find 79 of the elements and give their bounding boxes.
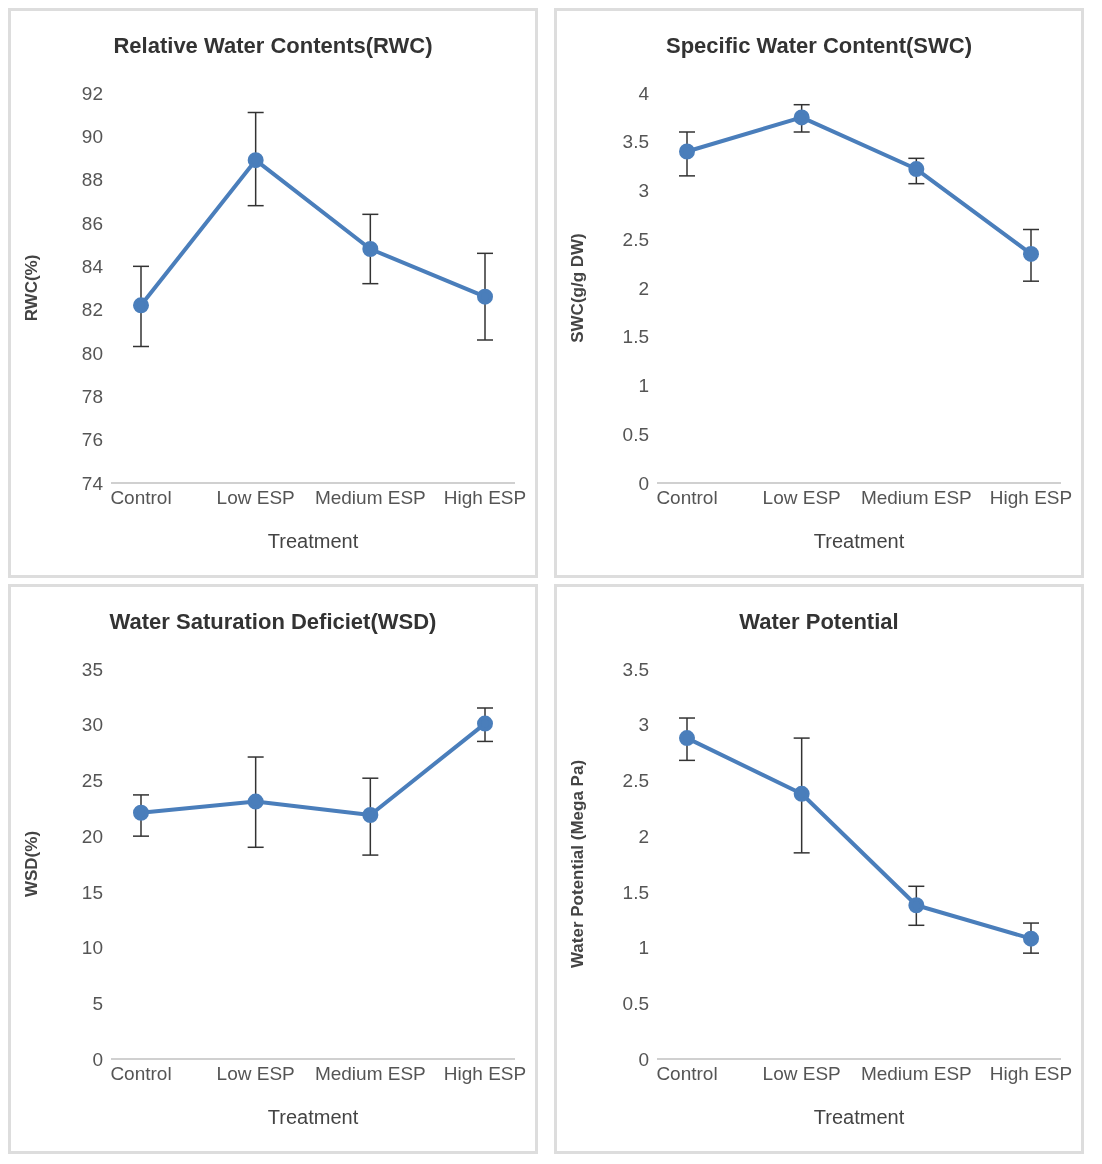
y-axis-title: SWC(g/g DW) bbox=[568, 233, 588, 343]
y-tick-label: 3.5 bbox=[622, 131, 649, 153]
x-axis-title: Treatment bbox=[813, 1106, 905, 1128]
point bbox=[793, 785, 810, 802]
point bbox=[477, 288, 493, 305]
y-tick-label: 25 bbox=[81, 770, 103, 792]
x-tick-label: High ESP bbox=[989, 487, 1073, 509]
point bbox=[362, 806, 379, 823]
point bbox=[793, 109, 810, 126]
y-tick-label: 3 bbox=[638, 180, 649, 202]
y-tick-label: 2.5 bbox=[622, 228, 649, 250]
x-tick-label: Control bbox=[656, 1063, 718, 1085]
y-tick-label: 1.5 bbox=[622, 326, 649, 348]
x-tick-label: Control bbox=[110, 487, 172, 509]
x-tick-label: Medium ESP bbox=[314, 487, 426, 509]
x-axis-title: Treatment bbox=[813, 530, 905, 552]
chart-title: Water Potential bbox=[738, 609, 900, 636]
point bbox=[1023, 245, 1039, 262]
chart-title: Specific Water Content(SWC) bbox=[665, 33, 973, 60]
point bbox=[908, 897, 925, 914]
x-tick-label: Low ESP bbox=[762, 1063, 841, 1085]
y-tick-label: 80 bbox=[81, 342, 103, 364]
y-tick-label: 84 bbox=[81, 256, 104, 278]
x-tick-label: Medium ESP bbox=[860, 1063, 972, 1085]
y-tick-label: 90 bbox=[81, 126, 103, 148]
y-tick-label: 0 bbox=[638, 472, 649, 494]
point bbox=[679, 143, 695, 160]
x-tick-label: Control bbox=[656, 487, 718, 509]
x-tick-label: Low ESP bbox=[216, 1063, 295, 1085]
y-tick-label: 2.5 bbox=[622, 770, 649, 792]
x-axis-title: Treatment bbox=[267, 1106, 359, 1128]
x-tick-label: Low ESP bbox=[762, 487, 841, 509]
y-tick-label: 76 bbox=[81, 429, 103, 451]
y-tick-label: 1.5 bbox=[622, 881, 649, 903]
x-tick-label: High ESP bbox=[443, 1063, 527, 1085]
x-axis-title: Treatment bbox=[267, 530, 359, 552]
x-tick-label: High ESP bbox=[443, 487, 527, 509]
y-tick-label: 2 bbox=[638, 825, 649, 847]
y-axis-title: WSD(%) bbox=[22, 830, 42, 898]
y-tick-label: 0 bbox=[92, 1048, 103, 1070]
y-tick-label: 10 bbox=[81, 937, 103, 959]
y-tick-label: 4 bbox=[638, 82, 650, 104]
y-tick-label: 0 bbox=[638, 1048, 649, 1070]
x-tick-label: Medium ESP bbox=[314, 1063, 426, 1085]
y-tick-label: 74 bbox=[81, 472, 104, 494]
y-tick-label: 3.5 bbox=[622, 658, 649, 680]
point bbox=[908, 161, 925, 178]
y-tick-label: 82 bbox=[81, 299, 103, 321]
y-tick-label: 92 bbox=[81, 82, 103, 104]
point bbox=[133, 804, 149, 821]
y-tick-label: 1 bbox=[638, 937, 649, 959]
point bbox=[679, 730, 695, 747]
point bbox=[477, 715, 493, 732]
chart-title: Water Saturation Deficiet(WSD) bbox=[108, 609, 438, 636]
y-tick-label: 0.5 bbox=[622, 423, 649, 445]
x-tick-label: Control bbox=[110, 1063, 172, 1085]
point bbox=[1023, 930, 1039, 947]
y-tick-label: 78 bbox=[81, 386, 103, 408]
point bbox=[247, 793, 264, 810]
y-tick-label: 30 bbox=[81, 714, 103, 736]
y-tick-label: 86 bbox=[81, 212, 103, 234]
y-axis-title: Water Potential (Mega Pa) bbox=[568, 759, 588, 969]
point bbox=[133, 297, 149, 314]
y-tick-label: 5 bbox=[92, 993, 103, 1015]
chart-title: Relative Water Contents(RWC) bbox=[112, 33, 434, 60]
y-tick-label: 2 bbox=[638, 277, 649, 299]
y-tick-label: 15 bbox=[81, 881, 103, 903]
x-tick-label: Low ESP bbox=[216, 487, 295, 509]
y-axis-title: RWC(%) bbox=[22, 254, 42, 322]
point bbox=[362, 241, 379, 257]
y-tick-label: 20 bbox=[81, 825, 103, 847]
x-tick-label: Medium ESP bbox=[860, 487, 972, 509]
y-tick-label: 3 bbox=[638, 714, 649, 736]
y-tick-label: 35 bbox=[81, 658, 103, 680]
y-tick-label: 0.5 bbox=[622, 993, 649, 1015]
point bbox=[247, 152, 264, 169]
y-tick-label: 88 bbox=[81, 169, 103, 191]
x-tick-label: High ESP bbox=[989, 1063, 1073, 1085]
y-tick-label: 1 bbox=[638, 375, 649, 397]
